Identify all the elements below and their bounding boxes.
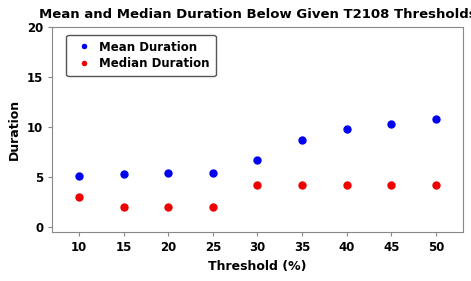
Point <box>164 205 172 209</box>
Point <box>432 183 439 187</box>
Point <box>75 174 83 178</box>
Point <box>298 183 306 187</box>
Point <box>209 171 217 175</box>
Legend: Mean Duration, Median Duration: Mean Duration, Median Duration <box>66 35 216 76</box>
Point <box>164 171 172 175</box>
Point <box>388 122 395 126</box>
Point <box>298 138 306 142</box>
Point <box>120 172 128 176</box>
Title: Mean and Median Duration Below Given T2108 Thresholds: Mean and Median Duration Below Given T21… <box>39 8 471 21</box>
Y-axis label: Duration: Duration <box>8 99 21 160</box>
Point <box>432 117 439 121</box>
Point <box>388 183 395 187</box>
X-axis label: Threshold (%): Threshold (%) <box>208 260 307 273</box>
Point <box>254 158 261 162</box>
Point <box>120 205 128 209</box>
Point <box>209 205 217 209</box>
Point <box>254 183 261 187</box>
Point <box>75 195 83 199</box>
Point <box>343 183 350 187</box>
Point <box>343 127 350 131</box>
